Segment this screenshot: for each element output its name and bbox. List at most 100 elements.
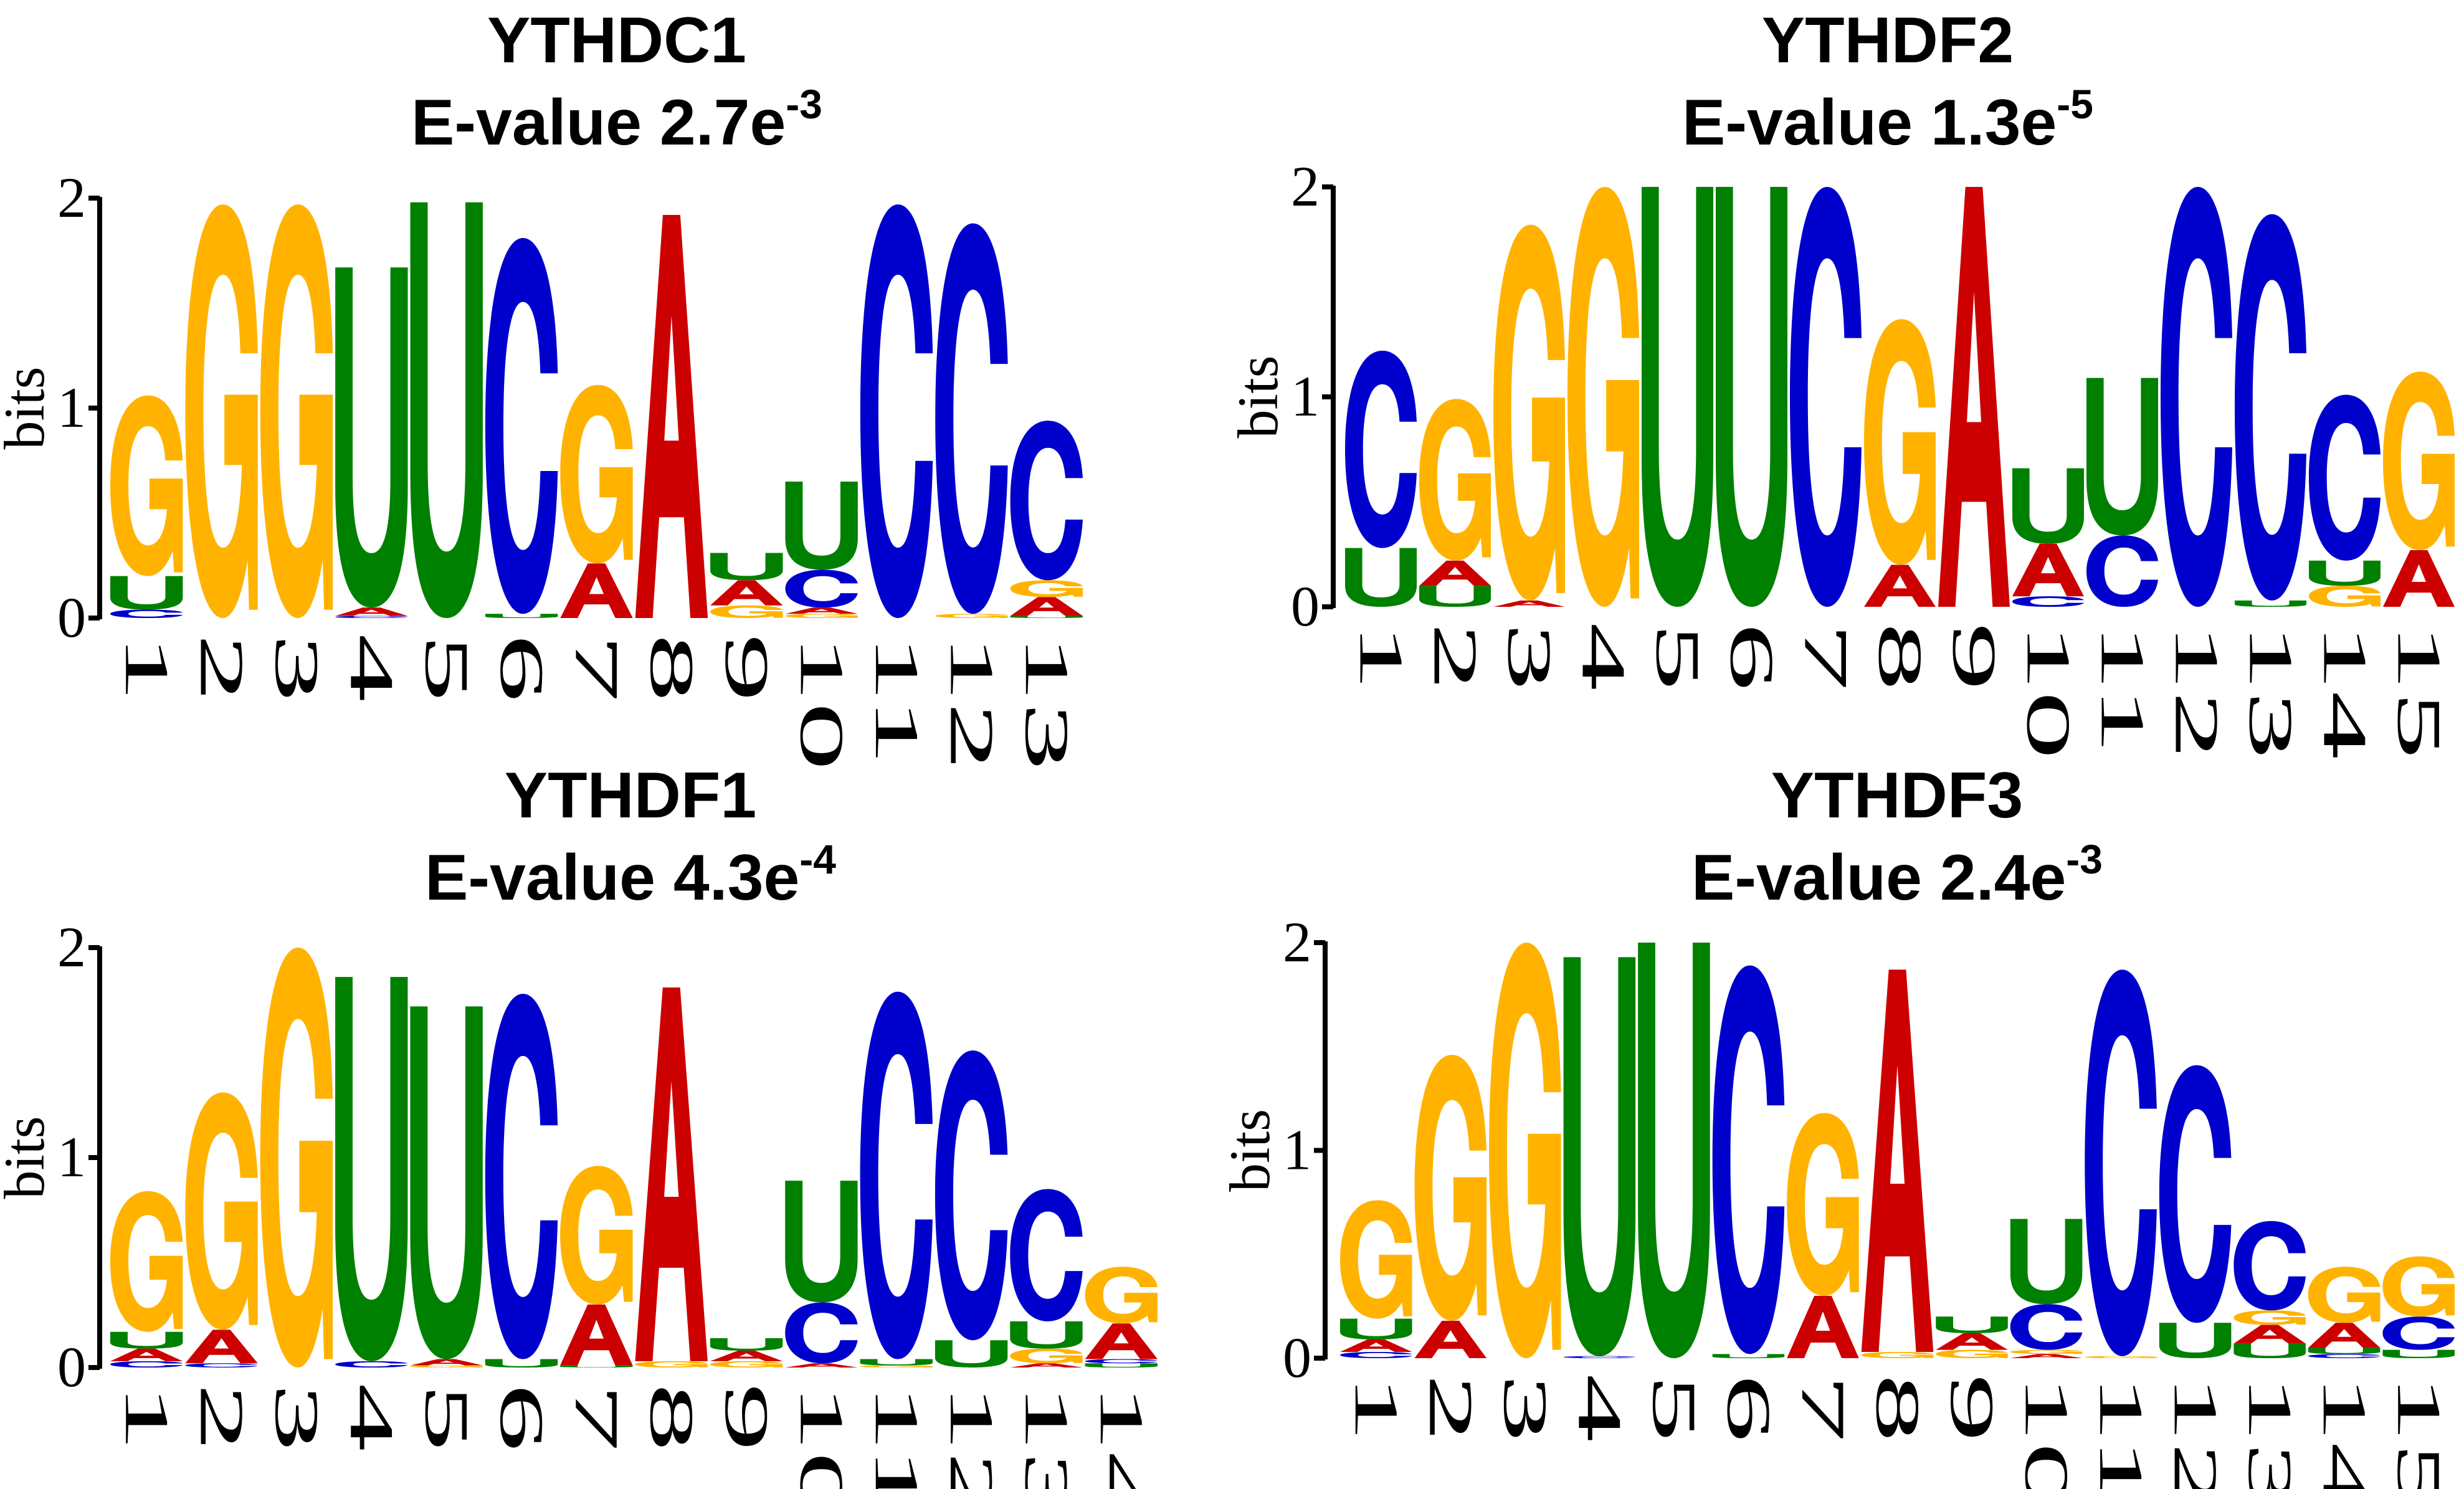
- logo-letter-U: [1642, 187, 1713, 607]
- logo-letter-C: [2309, 394, 2381, 561]
- logo-column-8: 8: [1861, 969, 1934, 1442]
- logo-letter-A: [1787, 1295, 1859, 1358]
- logo-letter-U: [860, 1359, 933, 1366]
- logo-letter-G: [2010, 1349, 2083, 1354]
- logo-letter-C: [485, 238, 558, 614]
- logo-letter-A: [1340, 1339, 1412, 1352]
- logo-column-15: 15: [2383, 371, 2455, 759]
- logo-column-14: 14: [2308, 1267, 2381, 1489]
- x-tick-label: 4: [1569, 622, 1639, 691]
- x-tick-label: 6: [487, 634, 556, 702]
- logo-letter-A: [560, 1304, 633, 1366]
- x-tick-label: 13: [2236, 1374, 2305, 1489]
- logo-column-12: 12: [2159, 1065, 2232, 1489]
- logo-column-8: 8: [635, 987, 708, 1452]
- logo-column-13: 13: [2235, 214, 2306, 759]
- logo-letter-A: [1493, 600, 1565, 607]
- x-tick-label: 15: [2385, 1374, 2454, 1489]
- logo-letter-C: [1790, 187, 1862, 607]
- logo-column-7: 7: [560, 1166, 633, 1452]
- logo-column-9: 9: [710, 1338, 783, 1452]
- logo-letter-U: [1419, 586, 1491, 607]
- logo-letter-A: [1010, 597, 1083, 616]
- logo-column-14: 14: [2309, 394, 2381, 759]
- logo-letter-G: [110, 1191, 183, 1332]
- x-tick-label: 8: [1866, 622, 1935, 691]
- x-tick-label: 9: [1940, 622, 2009, 691]
- logo-column-11: 11: [2085, 969, 2157, 1489]
- logo-letter-U: [1563, 957, 1636, 1356]
- x-tick-label: 12: [2161, 1374, 2230, 1489]
- logo-letter-C: [2233, 1220, 2306, 1311]
- logo-letter-U: [1716, 187, 1787, 607]
- logo-letter-A: [785, 607, 858, 614]
- logo-letter-G: [1864, 319, 1936, 565]
- logo-column-1: 1: [1340, 1200, 1412, 1442]
- logo-letter-G: [185, 204, 258, 618]
- logo-letter-U: [1936, 1316, 2008, 1333]
- logo-column-4: 4: [1567, 187, 1639, 691]
- evalue-exponent: -3: [2066, 836, 2103, 882]
- logo-column-3: 3: [1489, 943, 1561, 1442]
- logo-letter-C: [935, 223, 1008, 614]
- y-axis-label: bits: [0, 367, 56, 450]
- logo-column-13: 13: [1010, 1189, 1083, 1489]
- logo-letter-C: [1563, 1356, 1636, 1358]
- logo-letter-C: [860, 204, 933, 618]
- logo-letter-G: [560, 384, 633, 564]
- logo-letter-U: [1345, 548, 1417, 607]
- logo-letter-C: [2308, 1354, 2381, 1358]
- evalue-text: E-value 2.7e: [411, 87, 786, 159]
- logo-letter-U: [2308, 1348, 2381, 1354]
- x-tick-label: 8: [637, 1383, 706, 1452]
- logo-letter-G: [560, 1166, 633, 1305]
- x-tick-label: 1: [1347, 622, 1416, 691]
- logo-column-5: 5: [410, 202, 483, 702]
- logo-column-5: 5: [410, 1006, 483, 1452]
- y-tick-label: 1: [57, 1125, 86, 1189]
- logo-letter-C: [335, 1361, 408, 1368]
- panel-title: YTHDC1: [487, 4, 746, 77]
- logo-letter-G: [860, 1365, 933, 1368]
- logo-letter-A: [635, 214, 708, 619]
- logo-column-1: 1: [110, 1191, 183, 1452]
- logo-letter-C: [335, 616, 408, 618]
- logo-letter-G: [785, 614, 858, 618]
- y-tick-label: 2: [57, 166, 86, 229]
- logo-letter-U: [2235, 600, 2306, 607]
- logo-letter-U: [785, 481, 858, 570]
- logo-letter-C: [185, 1363, 258, 1368]
- logo-letter-A: [2010, 1354, 2083, 1358]
- x-tick-label: 11: [862, 634, 931, 766]
- evalue-text: E-value 2.4e: [1691, 842, 2066, 914]
- logo-letter-C: [860, 991, 933, 1359]
- evalue-label: E-value 1.3e-5: [1682, 81, 2093, 159]
- panel-title: YTHDF1: [505, 759, 756, 832]
- logo-letter-C: [2161, 187, 2232, 607]
- panel-title: YTHDF3: [1771, 759, 2023, 832]
- logo-letter-U: [1638, 943, 1710, 1358]
- logo-letter-U: [935, 1340, 1008, 1368]
- x-tick-label: 4: [338, 1383, 407, 1452]
- logo-column-5: 5: [1642, 187, 1713, 691]
- y-tick-label: 0: [57, 586, 86, 649]
- logo-letter-U: [710, 1338, 783, 1351]
- y-tick-label: 0: [1291, 574, 1320, 638]
- logo-letter-A: [1864, 564, 1936, 607]
- logo-letter-A: [1085, 1323, 1158, 1359]
- logo-letter-C: [485, 994, 558, 1359]
- x-tick-label: 3: [1495, 622, 1564, 691]
- logo-letter-C: [1010, 421, 1083, 581]
- x-tick-label: 7: [563, 1383, 632, 1452]
- x-tick-label: 5: [412, 634, 482, 702]
- logo-column-12: 12: [935, 1050, 1008, 1489]
- x-tick-label: 7: [1792, 622, 1861, 691]
- x-tick-label: 14: [1087, 1383, 1156, 1489]
- x-tick-label: 13: [1012, 1383, 1082, 1489]
- logo-letter-U: [2010, 1219, 2083, 1305]
- y-axis-label: bits: [1218, 1109, 1282, 1192]
- y-tick-label: 1: [1291, 364, 1320, 428]
